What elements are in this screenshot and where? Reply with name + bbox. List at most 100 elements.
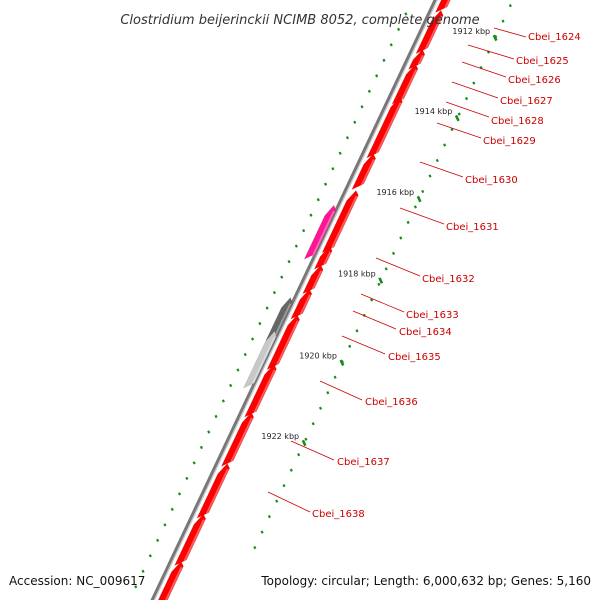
scale-tick bbox=[318, 406, 323, 410]
scale-major-tick bbox=[301, 439, 307, 447]
inner-tick bbox=[221, 399, 225, 403]
inner-tick bbox=[272, 290, 277, 295]
gene-leader-line bbox=[419, 161, 464, 178]
gene-leader-line bbox=[290, 440, 335, 461]
inner-tick bbox=[360, 105, 364, 109]
scale-tick bbox=[267, 514, 271, 519]
scale-tick bbox=[384, 267, 388, 271]
inner-tick bbox=[316, 198, 320, 202]
inner-tick bbox=[192, 461, 196, 465]
gene-label[interactable]: Cbei_1632 bbox=[422, 274, 475, 285]
inner-tick bbox=[280, 275, 284, 279]
genome-backbone bbox=[150, 0, 438, 600]
scale-major-tick bbox=[492, 34, 498, 42]
scale-tick bbox=[377, 282, 381, 287]
inner-tick bbox=[404, 12, 408, 16]
gene-label[interactable]: Cbei_1630 bbox=[465, 175, 518, 186]
inner-tick bbox=[375, 74, 379, 78]
scale-label: 1916 kbp bbox=[376, 188, 414, 197]
gene-label[interactable]: Cbei_1627 bbox=[500, 96, 553, 107]
gene-label[interactable]: Cbei_1626 bbox=[508, 75, 561, 86]
inner-tick bbox=[265, 306, 269, 310]
gene-shading bbox=[417, 54, 424, 66]
gene-shading bbox=[312, 210, 335, 256]
gene-feature[interactable] bbox=[434, 0, 471, 14]
inner-tick bbox=[367, 89, 371, 93]
inner-tick bbox=[353, 120, 357, 124]
scale-tick bbox=[289, 468, 293, 472]
gene-leader-line bbox=[467, 44, 515, 60]
gene-label[interactable]: Cbei_1629 bbox=[483, 136, 536, 147]
gene-feature[interactable] bbox=[351, 153, 376, 191]
scale-tick bbox=[406, 220, 410, 225]
gene-shading bbox=[164, 566, 183, 600]
gene-label[interactable]: Cbei_1634 bbox=[399, 327, 452, 338]
gene-feature[interactable] bbox=[242, 330, 277, 389]
inner-tick bbox=[214, 414, 218, 419]
gene-label[interactable]: Cbei_1631 bbox=[446, 222, 499, 233]
gene-feature[interactable] bbox=[303, 204, 337, 260]
scale-tick bbox=[501, 19, 505, 23]
scale-tick bbox=[253, 545, 257, 550]
inner-tick bbox=[229, 383, 233, 388]
gene-shading bbox=[360, 159, 375, 186]
gene-label[interactable]: Cbei_1633 bbox=[406, 310, 459, 321]
scale-tick bbox=[413, 205, 417, 209]
gene-label[interactable]: Cbei_1637 bbox=[337, 457, 390, 468]
gene-leader-line bbox=[267, 491, 311, 513]
scale-tick bbox=[457, 112, 461, 116]
scale-tick bbox=[472, 81, 476, 85]
inner-tick bbox=[141, 569, 145, 573]
gene-label[interactable]: Cbei_1625 bbox=[516, 56, 569, 67]
scale-tick bbox=[421, 189, 425, 194]
gene-leader-line bbox=[451, 81, 499, 99]
scale-label: 1918 kbp bbox=[338, 270, 376, 279]
inner-tick bbox=[302, 229, 306, 233]
accession-text: Accession: NC_009617 bbox=[9, 574, 146, 588]
scale-tick bbox=[260, 530, 264, 534]
inner-tick bbox=[345, 136, 350, 140]
inner-tick bbox=[185, 476, 189, 481]
gene-leader-line bbox=[493, 27, 527, 38]
gene-label[interactable]: Cbei_1628 bbox=[491, 116, 544, 127]
gene-shading bbox=[230, 417, 253, 463]
gene-shading bbox=[299, 294, 311, 315]
inner-tick bbox=[309, 213, 313, 217]
gene-shading bbox=[274, 303, 292, 337]
scale-tick bbox=[333, 375, 337, 379]
gene-labels: Cbei_1624 Cbei_1625 Cbei_1626 Cbei_1627 Cbei… bbox=[267, 27, 581, 520]
inner-tick bbox=[170, 507, 174, 512]
gene-leader-line bbox=[360, 293, 405, 313]
gene-leader-line bbox=[445, 101, 490, 118]
backbone-line bbox=[150, 0, 438, 600]
scale-major-tick bbox=[339, 359, 345, 367]
gene-shading bbox=[276, 320, 299, 366]
gene-label[interactable]: Cbei_1636 bbox=[365, 397, 418, 408]
gene-shading bbox=[183, 519, 205, 562]
gene-shading bbox=[311, 270, 323, 290]
gene-label[interactable]: Cbei_1635 bbox=[388, 352, 441, 363]
gene-feature[interactable] bbox=[146, 560, 184, 600]
gene-leader-line bbox=[341, 335, 386, 355]
scale-tick bbox=[348, 344, 352, 348]
inner-tick bbox=[258, 321, 262, 326]
gene-leader-line bbox=[436, 122, 482, 139]
inner-tick bbox=[199, 445, 203, 450]
gene-shading bbox=[253, 369, 276, 413]
scale-tick bbox=[391, 251, 396, 256]
gene-leader-line bbox=[461, 61, 507, 78]
inner-tick bbox=[236, 368, 240, 372]
inner-tick bbox=[134, 585, 138, 589]
gene-feature[interactable] bbox=[220, 411, 255, 467]
gene-label[interactable]: Cbei_1624 bbox=[528, 32, 581, 43]
inner-tick bbox=[338, 151, 342, 155]
scale-tick bbox=[508, 4, 512, 8]
inner-tick bbox=[389, 43, 393, 47]
inner-tick bbox=[294, 244, 298, 248]
scale-major-tick bbox=[454, 114, 460, 122]
gene-shading bbox=[323, 251, 332, 265]
scale-tick bbox=[311, 422, 315, 426]
gene-label[interactable]: Cbei_1638 bbox=[312, 509, 365, 520]
scale-tick bbox=[464, 96, 469, 101]
inner-tick bbox=[397, 27, 401, 32]
